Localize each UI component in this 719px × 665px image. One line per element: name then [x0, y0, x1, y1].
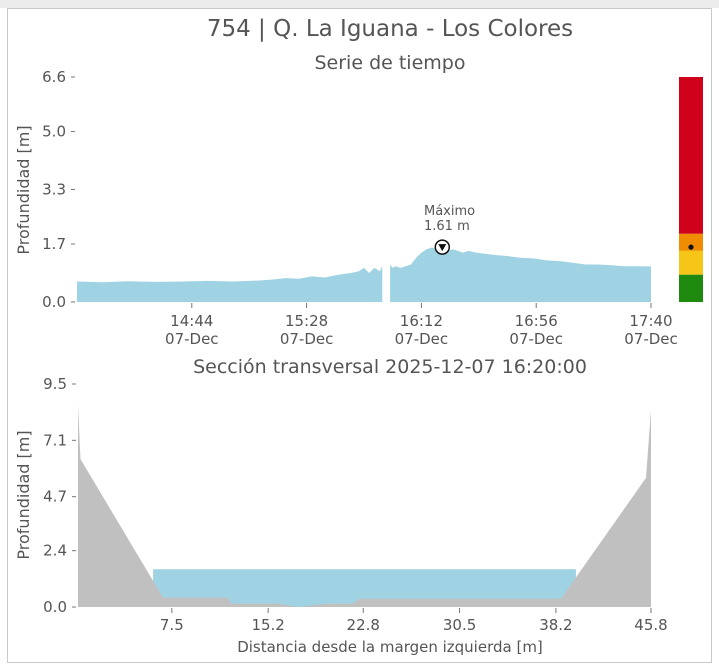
x-tick-time-label: 16:56	[515, 312, 558, 330]
time-series-x-axis: 14:4407-Dec15:2807-Dec16:1207-Dec16:5607…	[165, 303, 678, 348]
x-tick-time-label: 14:44	[170, 312, 213, 330]
alert-level-band	[679, 250, 703, 275]
x-tick-date-label: 07-Dec	[624, 330, 678, 348]
cross-section-x-axis: 7.5 15.2 22.8 30.5 38.2 45.8	[160, 608, 668, 634]
y-tick-label: 7.1	[43, 431, 67, 449]
y-tick-label: 4.7	[43, 488, 67, 506]
x-tick-label: 7.5	[160, 616, 184, 634]
y-tick-label: 2.4	[43, 542, 67, 560]
y-tick-label: 0.0	[42, 293, 66, 311]
y-tick-label: 6.6	[42, 68, 66, 86]
max-annotation: Máximo 1.61 m	[424, 204, 475, 255]
alert-level-band	[679, 233, 703, 251]
alert-level-band	[679, 274, 703, 302]
time-series-marks	[77, 247, 651, 302]
cross-section-marks	[78, 405, 651, 607]
max-annotation-label: Máximo	[424, 204, 475, 219]
figure-border	[7, 8, 712, 663]
alert-level-band	[679, 77, 703, 234]
x-tick-time-label: 15:28	[285, 312, 328, 330]
x-tick-label: 30.5	[443, 616, 476, 634]
x-tick-label: 22.8	[347, 616, 380, 634]
time-series-title: Serie de tiempo	[315, 52, 466, 74]
max-annotation-value: 1.61 m	[424, 219, 470, 234]
top-bar	[0, 0, 719, 8]
x-tick-label: 38.2	[539, 616, 572, 634]
y-tick-label: 0.0	[43, 598, 67, 616]
alert-level-bar	[679, 77, 703, 302]
max-marker-triangle	[438, 244, 447, 252]
x-tick-date-label: 07-Dec	[280, 330, 334, 348]
cross-section-xlabel: Distancia desde la margen izquierda [m]	[237, 638, 543, 656]
figure-title: 754 | Q. La Iguana - Los Colores	[207, 16, 573, 42]
x-tick-date-label: 07-Dec	[509, 330, 563, 348]
cross-section-ylabel: Profundidad [m]	[14, 430, 33, 559]
y-tick-label: 5.0	[42, 123, 66, 141]
y-tick-label: 1.7	[42, 235, 66, 253]
time-series-y-axis: 0.0 1.7 3.3 5.0 6.6	[42, 68, 75, 311]
depth-area-segment-1	[77, 266, 383, 302]
depth-area-segment-2	[390, 247, 651, 302]
x-tick-date-label: 07-Dec	[165, 330, 219, 348]
cross-section-y-axis: 0.0 2.4 4.7 7.1 9.5	[43, 375, 76, 616]
y-tick-label: 9.5	[43, 375, 67, 393]
time-series-ylabel: Profundidad [m]	[14, 125, 33, 254]
cross-section-chart: Sección transversal 2025-12-07 16:20:00 …	[14, 356, 668, 656]
x-tick-time-label: 16:12	[400, 312, 443, 330]
terrain-profile	[78, 405, 651, 607]
x-tick-label: 15.2	[251, 616, 284, 634]
time-series-chart: Serie de tiempo Profundidad [m] 0.0 1.7 3.…	[14, 52, 703, 348]
x-tick-time-label: 17:40	[629, 312, 672, 330]
cross-section-title: Sección transversal 2025-12-07 16:20:00	[193, 356, 587, 378]
x-tick-label: 45.8	[634, 616, 667, 634]
x-tick-date-label: 07-Dec	[395, 330, 449, 348]
current-level-dot	[688, 244, 694, 250]
y-tick-label: 3.3	[42, 181, 66, 199]
